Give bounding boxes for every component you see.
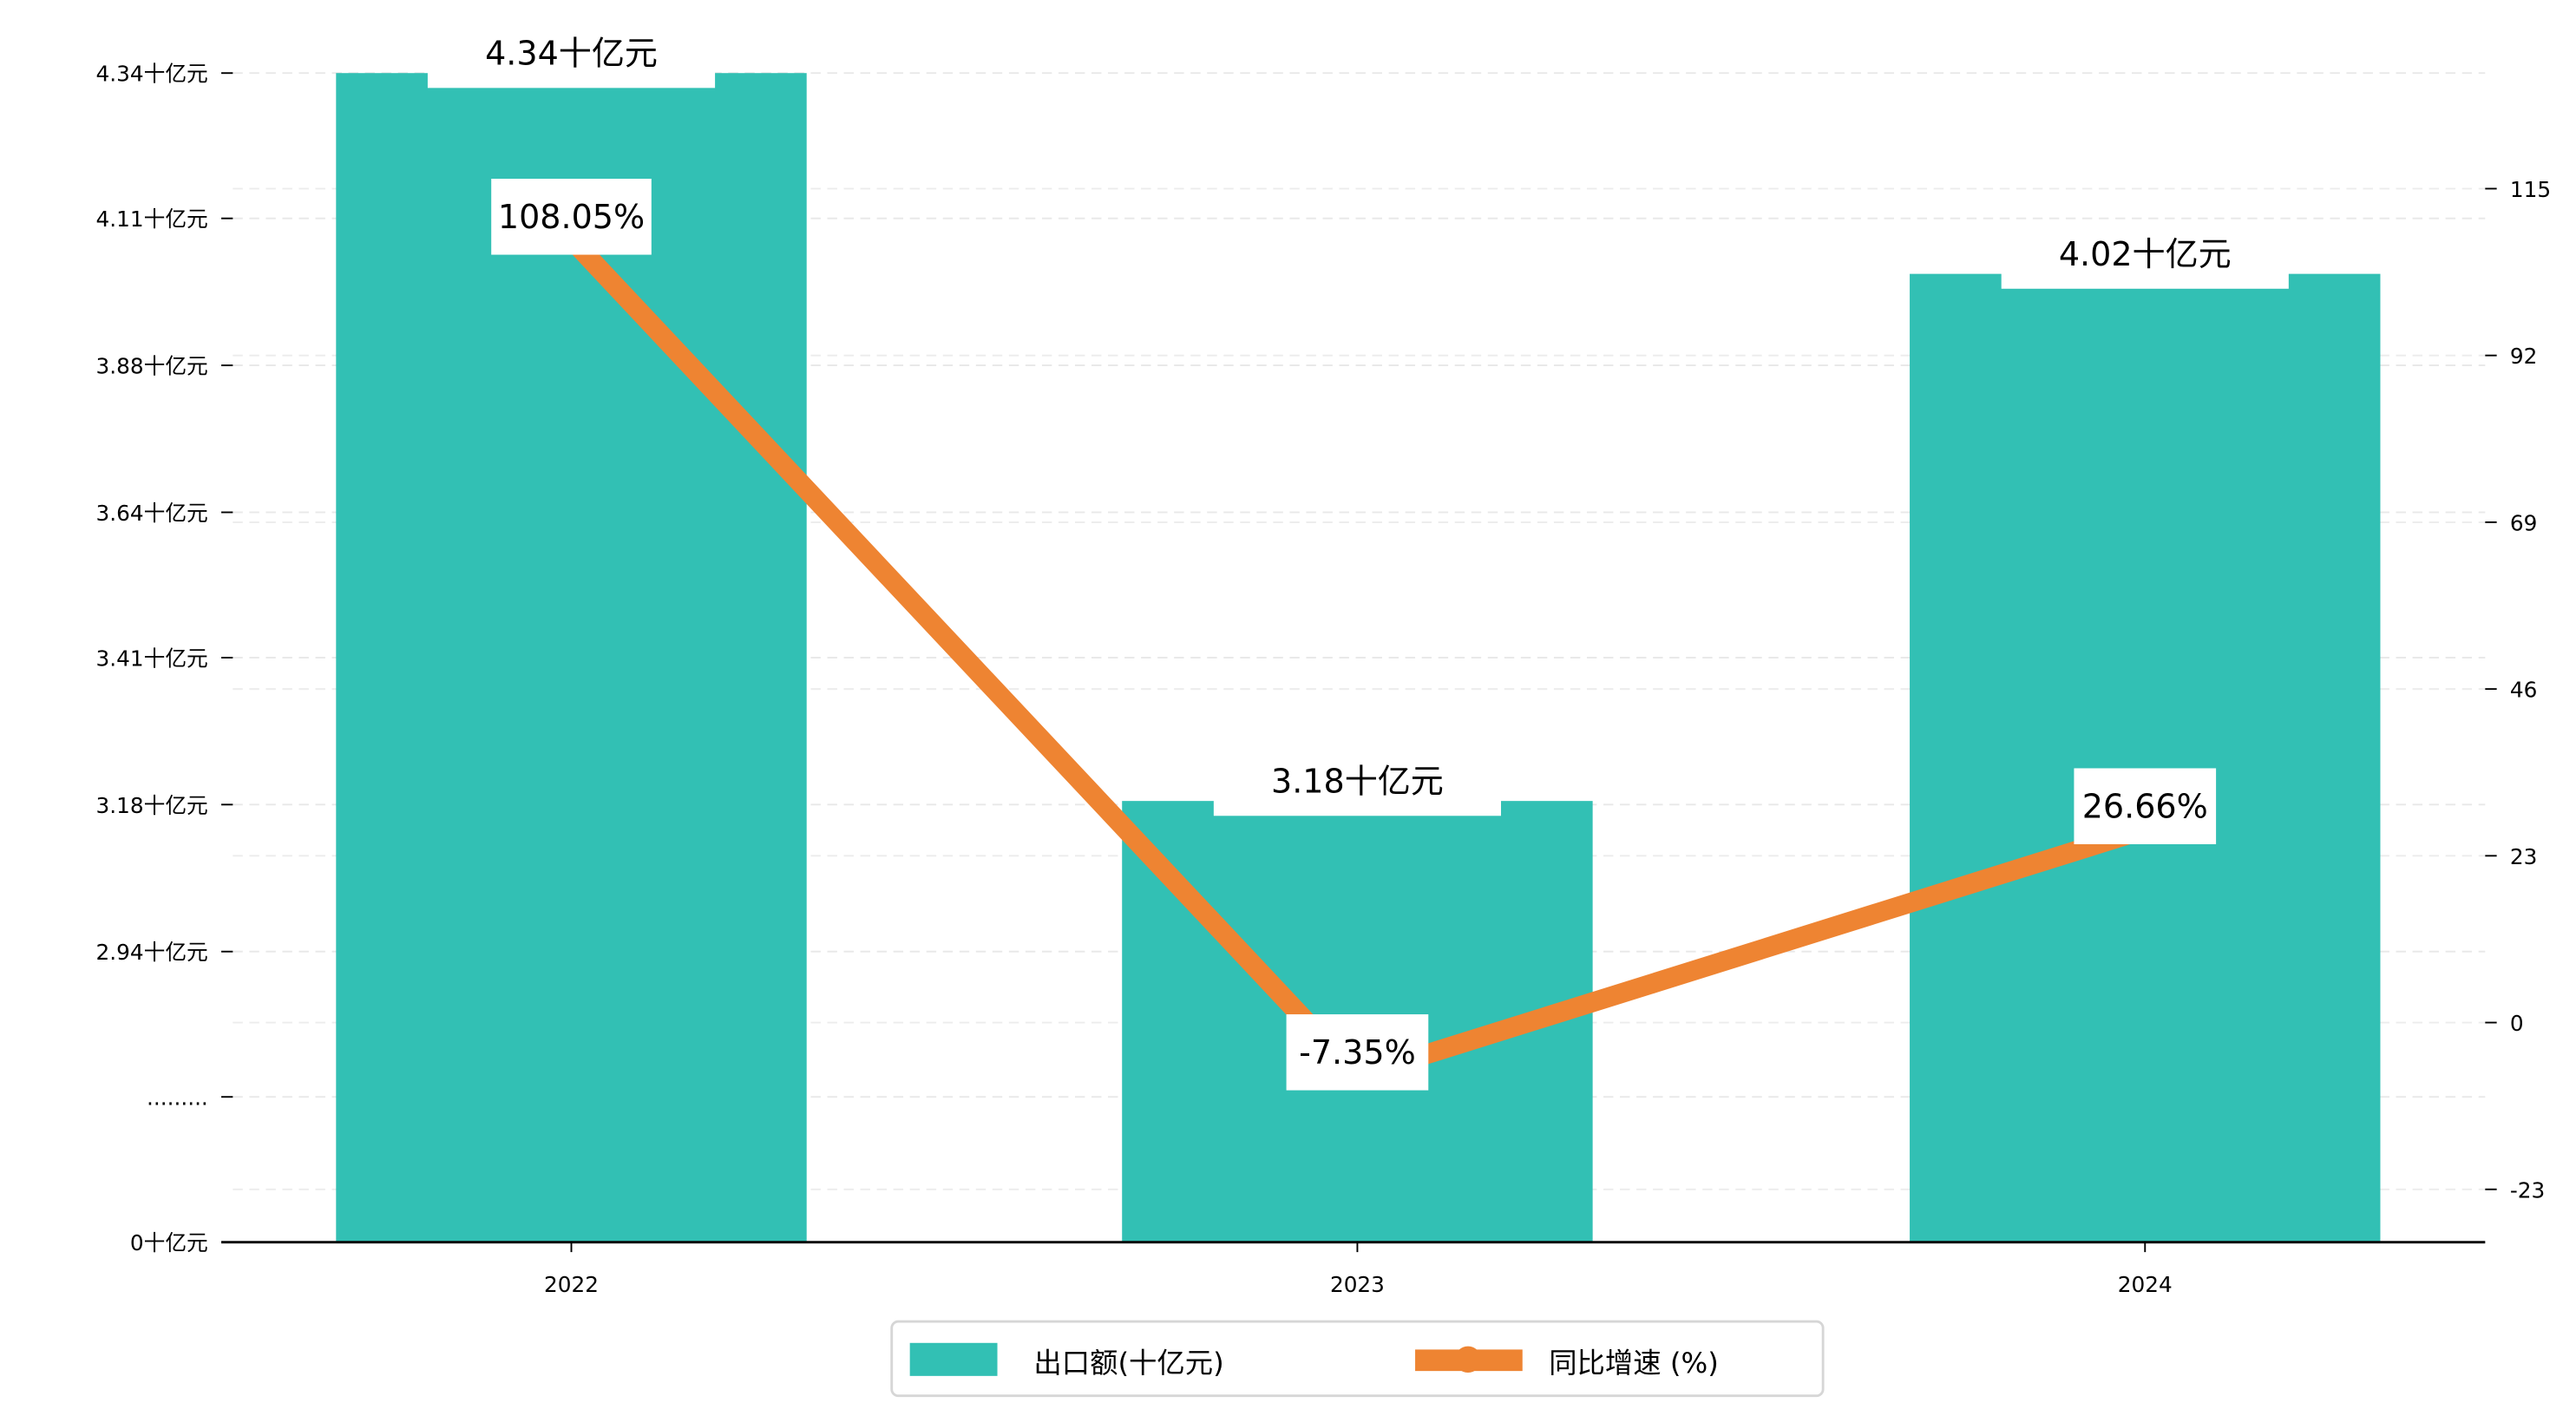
right-tick-label: 0	[2510, 1011, 2524, 1036]
left-tick-label: 4.11十亿元	[96, 206, 208, 232]
left-tick-label: 3.88十亿元	[96, 354, 208, 379]
bar-2022	[336, 73, 807, 1242]
right-tick-label: 46	[2510, 678, 2537, 703]
legend-box	[890, 1320, 1825, 1398]
left-tick-label: 2.94十亿元	[96, 940, 208, 965]
data-labels: 4.34十亿元 3.18十亿元 4.02十亿元 108.05% -7.35% 26.66%	[427, 23, 2289, 1091]
left-tick-label: 0十亿元	[130, 1230, 208, 1255]
left-tick-label: 4.34十亿元	[96, 62, 208, 87]
left-tick-label: 3.18十亿元	[96, 793, 208, 818]
left-tick-label: 3.64十亿元	[96, 501, 208, 526]
bars	[336, 73, 2381, 1242]
bar-value-label: 3.18十亿元	[1271, 763, 1444, 801]
growth-value-label: -7.35%	[1299, 1033, 1416, 1072]
x-tick-label: 2022	[544, 1272, 599, 1297]
right-tick-label: 115	[2510, 177, 2551, 202]
right-tick-label: 23	[2510, 844, 2537, 869]
right-tick-label: 69	[2510, 510, 2537, 535]
legend-line-marker	[1454, 1346, 1482, 1373]
growth-value-label: 108.05%	[498, 198, 645, 236]
x-tick-label: 2024	[2118, 1272, 2173, 1297]
left-tick-label: 3.41十亿元	[96, 646, 208, 671]
growth-label-box	[491, 179, 652, 255]
bar-2024	[1910, 273, 2381, 1242]
bar-label-box	[427, 23, 716, 88]
legend-label-growth: 同比增速 (%)	[1549, 1347, 1719, 1380]
bar-label-box	[2001, 224, 2289, 289]
right-tick-label: -23	[2510, 1177, 2545, 1203]
legend-bar-swatch	[909, 1342, 998, 1376]
growth-label-box	[2074, 768, 2217, 845]
growth-label-box	[1286, 1014, 1429, 1091]
bar-value-label: 4.34十亿元	[485, 35, 658, 73]
legend: 出口额(十亿元) 同比增速 (%)	[890, 1320, 1825, 1398]
axes: 0十亿元......... 2.94十亿元 3.18十亿元 3.41十亿元 3.64十亿…	[96, 62, 2552, 1297]
legend-label-export: 出口额(十亿元)	[1033, 1347, 1223, 1380]
growth-value-label: 26.66%	[2082, 788, 2208, 826]
bar-value-label: 4.02十亿元	[2059, 235, 2232, 273]
left-tick-label: .........	[147, 1085, 208, 1111]
right-tick-label: 92	[2510, 344, 2537, 369]
x-tick-label: 2023	[1330, 1272, 1385, 1297]
bar-label-box	[1213, 751, 1502, 816]
